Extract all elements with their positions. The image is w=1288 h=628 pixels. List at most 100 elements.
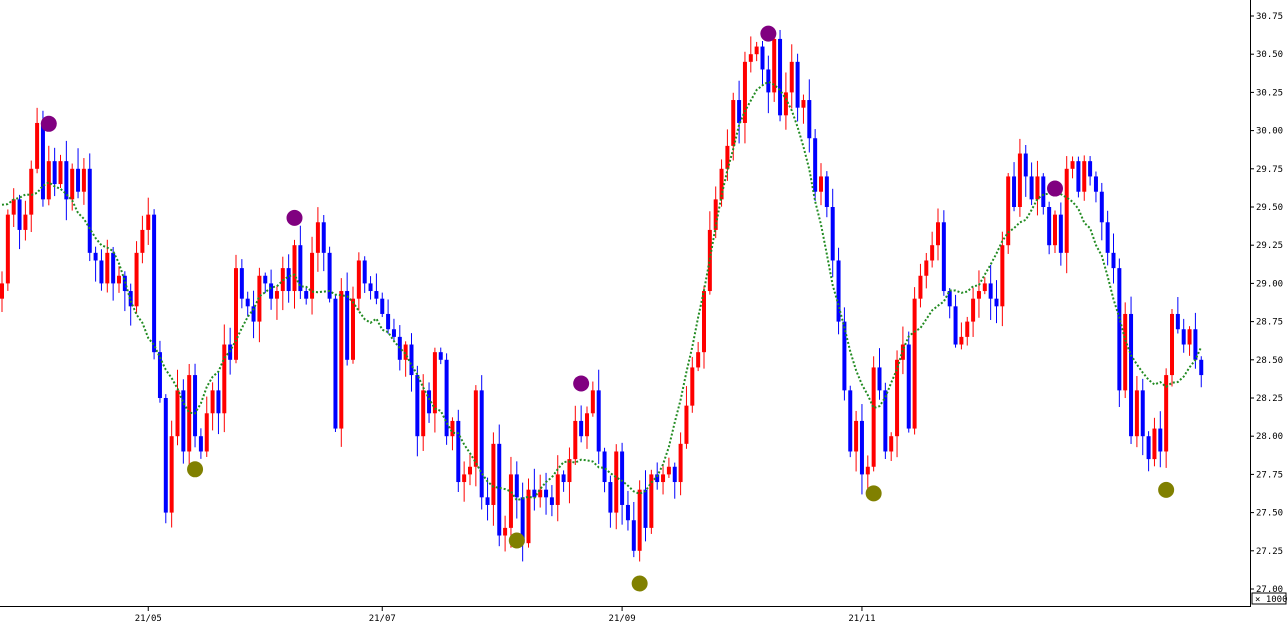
candle-body bbox=[748, 54, 753, 62]
candle-body bbox=[836, 260, 841, 322]
candle-body bbox=[631, 520, 636, 551]
candle-body bbox=[274, 291, 279, 299]
candle-body bbox=[1047, 207, 1052, 246]
candle-body bbox=[918, 275, 923, 299]
y-tick-label: 29.00 bbox=[1256, 279, 1283, 289]
candle bbox=[87, 153, 92, 262]
candle bbox=[345, 272, 350, 366]
candle-body bbox=[99, 260, 104, 284]
candle bbox=[854, 410, 859, 472]
candle-body bbox=[234, 268, 238, 360]
candle bbox=[23, 200, 28, 241]
candle bbox=[70, 163, 75, 211]
candle-body bbox=[813, 138, 818, 192]
y-tick-label: 27.50 bbox=[1256, 509, 1283, 519]
candle-body bbox=[737, 100, 742, 123]
candle-body bbox=[912, 298, 917, 429]
candle-body bbox=[707, 229, 712, 292]
candle bbox=[1123, 302, 1128, 399]
candle-body bbox=[1193, 329, 1198, 360]
candle-body bbox=[936, 222, 940, 246]
peak-marker bbox=[286, 209, 303, 226]
candle-body bbox=[403, 344, 408, 360]
candle bbox=[889, 432, 894, 461]
candle-body bbox=[1164, 375, 1169, 452]
candle bbox=[1082, 155, 1087, 201]
candle-body bbox=[1140, 390, 1145, 437]
candle-body bbox=[819, 176, 823, 192]
candle-body bbox=[46, 161, 51, 200]
candle bbox=[409, 333, 414, 392]
candle bbox=[187, 363, 192, 470]
candle bbox=[315, 207, 320, 272]
candle bbox=[614, 444, 619, 530]
candle-body bbox=[871, 367, 876, 467]
candle bbox=[380, 292, 385, 318]
candle-body bbox=[415, 375, 420, 437]
candle bbox=[462, 461, 467, 502]
candle-body bbox=[1035, 176, 1040, 200]
x-tick-label: 21/07 bbox=[369, 614, 396, 624]
moving-average-line bbox=[1, 80, 1203, 502]
candle-body bbox=[602, 451, 607, 483]
candle-body bbox=[239, 268, 244, 299]
candle-body bbox=[1093, 176, 1098, 192]
candle bbox=[1105, 210, 1110, 266]
candle bbox=[766, 55, 771, 114]
candle bbox=[936, 208, 940, 261]
candle-body bbox=[485, 497, 490, 505]
candle bbox=[1187, 326, 1192, 356]
candle-body bbox=[111, 252, 116, 284]
candle bbox=[29, 160, 34, 233]
candle bbox=[848, 385, 853, 458]
candle-body bbox=[637, 489, 642, 551]
candle bbox=[1170, 309, 1174, 387]
candle-body bbox=[643, 489, 648, 528]
candle-body bbox=[468, 466, 472, 475]
candle bbox=[696, 341, 701, 372]
candle bbox=[310, 236, 315, 315]
candle-body bbox=[93, 252, 98, 261]
candle bbox=[707, 211, 712, 295]
candle-body bbox=[292, 245, 297, 292]
candle-body bbox=[1029, 176, 1034, 200]
candle-body bbox=[959, 336, 964, 345]
candle-body bbox=[181, 390, 186, 452]
candle bbox=[339, 278, 344, 447]
candle-body bbox=[421, 390, 426, 437]
candle-body bbox=[1146, 436, 1151, 460]
candle-body bbox=[1187, 329, 1192, 345]
candle-body bbox=[339, 291, 344, 429]
candle-body bbox=[304, 291, 309, 299]
candle-body bbox=[23, 214, 28, 230]
candle bbox=[637, 480, 642, 562]
candle bbox=[1058, 202, 1063, 266]
candle bbox=[0, 271, 4, 313]
candle-body bbox=[678, 443, 683, 483]
candle-body bbox=[988, 283, 993, 299]
candle-body bbox=[351, 298, 355, 360]
candle-body bbox=[766, 69, 771, 93]
candle bbox=[427, 382, 432, 423]
candle bbox=[1053, 210, 1057, 253]
candle-body bbox=[696, 352, 701, 368]
candle bbox=[737, 80, 742, 144]
candle bbox=[491, 432, 496, 526]
candle bbox=[900, 326, 905, 375]
candle-body bbox=[1053, 214, 1057, 246]
candle-body bbox=[327, 252, 332, 299]
candle-body bbox=[140, 229, 145, 253]
candle-body bbox=[947, 291, 952, 307]
candle-body bbox=[906, 344, 911, 429]
candle bbox=[672, 462, 677, 499]
candle-body bbox=[204, 413, 209, 452]
candle bbox=[930, 231, 935, 268]
candle bbox=[152, 209, 157, 360]
candle-body bbox=[1023, 153, 1028, 177]
candle bbox=[157, 340, 162, 403]
multiplier-box: × 1000 bbox=[1251, 592, 1288, 605]
candle-body bbox=[1175, 313, 1180, 330]
candle bbox=[351, 286, 355, 364]
candle bbox=[508, 456, 513, 548]
candle bbox=[643, 470, 648, 542]
